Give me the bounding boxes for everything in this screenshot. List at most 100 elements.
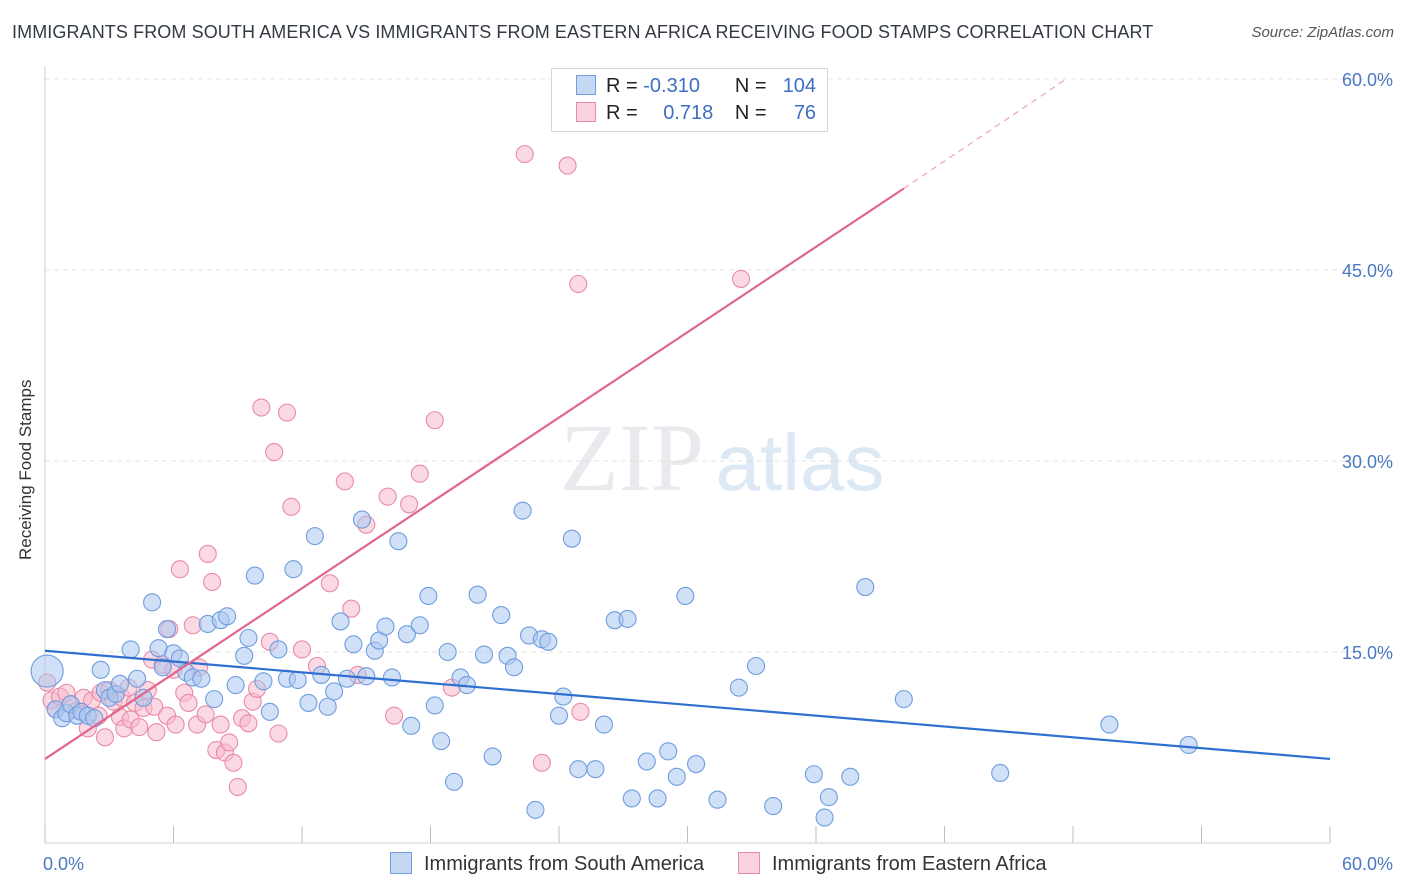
- eastern-africa-point: [179, 693, 198, 712]
- south-america-point: [764, 797, 783, 816]
- eastern-africa-point: [532, 753, 551, 772]
- eastern-africa-point: [410, 464, 429, 483]
- south-america-point: [526, 800, 545, 819]
- south-america-point: [569, 760, 588, 779]
- south-america-point: [562, 529, 581, 548]
- eastern-africa-point: [378, 487, 397, 506]
- south-america-point: [410, 616, 429, 635]
- south-america-point: [288, 670, 307, 690]
- south-america-point: [425, 696, 444, 715]
- legend-n-value: 76: [793, 102, 817, 124]
- south-america-point: [676, 586, 695, 606]
- eastern-africa-point: [731, 269, 751, 288]
- y-tick-label: 45.0%: [1342, 261, 1393, 281]
- eastern-africa-point: [400, 495, 419, 514]
- south-america-point: [352, 510, 372, 529]
- eastern-africa-point: [228, 777, 247, 797]
- eastern-africa-point: [130, 718, 149, 737]
- eastern-africa-point: [282, 497, 301, 516]
- watermark: ZIP atlas: [560, 404, 884, 511]
- south-america-point: [637, 752, 656, 771]
- south-america-point: [30, 654, 64, 688]
- bottom-legend-eastern-africa: Immigrants from Eastern Africa: [738, 852, 1047, 876]
- correlation-legend: R = -0.310 N = 104 R = 0.718 N = 76: [551, 68, 828, 132]
- eastern-africa-point: [220, 733, 239, 752]
- chart-title: IMMIGRANTS FROM SOUTH AMERICA VS IMMIGRA…: [12, 22, 1154, 42]
- eastern-africa-point: [203, 572, 222, 592]
- south-america-point: [305, 527, 324, 546]
- south-america-point: [260, 702, 279, 721]
- eastern-africa-point: [166, 715, 185, 734]
- y-tick-label: 60.0%: [1342, 70, 1393, 90]
- south-america-point: [325, 682, 344, 701]
- south-america-point: [397, 625, 416, 644]
- eastern-africa-trend-line: [44, 187, 905, 760]
- south-america-point: [284, 560, 303, 579]
- south-america-point: [504, 658, 524, 677]
- south-america-point: [91, 660, 110, 679]
- south-america-point: [235, 646, 254, 665]
- watermark-zip: ZIP: [560, 404, 704, 511]
- bottom-legend-swatch-blue: [390, 852, 412, 874]
- south-america-point: [815, 808, 834, 827]
- south-america-point: [474, 645, 494, 664]
- south-america-point: [554, 687, 573, 706]
- eastern-africa-point: [252, 398, 271, 417]
- south-america-point: [708, 790, 727, 809]
- legend-row-eastern-africa: R = 0.718 N = 76: [576, 102, 816, 128]
- south-america-point: [402, 716, 421, 735]
- south-america-point: [618, 609, 637, 628]
- eastern-africa-point: [198, 544, 217, 564]
- south-america-point: [121, 640, 140, 659]
- south-america-point: [586, 760, 605, 779]
- trend-lines: [44, 79, 1331, 761]
- south-america-point: [419, 586, 438, 606]
- eastern-africa-point: [269, 724, 288, 743]
- south-america-point: [667, 767, 686, 786]
- eastern-africa-point: [320, 574, 339, 593]
- legend-row-south-america: R = -0.310 N = 104: [576, 75, 816, 101]
- south-america-point: [483, 747, 502, 766]
- eastern-africa-point: [558, 156, 577, 175]
- south-america-point: [205, 690, 224, 709]
- legend-n-label: N =: [734, 75, 767, 97]
- eastern-africa-point: [211, 715, 230, 734]
- tick-labels: 15.0% 30.0% 45.0% 60.0% 0.0% 60.0%: [43, 70, 1393, 874]
- south-america-point: [337, 669, 357, 688]
- south-america-point: [217, 607, 237, 626]
- south-america-point: [344, 635, 363, 654]
- south-america-point: [1100, 715, 1119, 734]
- south-america-point: [622, 789, 641, 808]
- south-america-point: [492, 606, 511, 625]
- south-america-point: [687, 755, 706, 774]
- eastern-africa-point: [515, 145, 534, 164]
- series-south-america-points: [30, 501, 1198, 827]
- eastern-africa-point: [183, 616, 202, 635]
- south-america-point: [539, 632, 558, 651]
- south-america-point: [269, 640, 288, 659]
- eastern-africa-point: [569, 274, 588, 294]
- south-america-point: [594, 715, 614, 734]
- south-america-point: [128, 669, 147, 688]
- eastern-africa-trend-extension: [903, 79, 1065, 190]
- south-america-point: [894, 690, 913, 709]
- south-america-point: [438, 642, 457, 662]
- south-america-point: [819, 788, 838, 807]
- south-america-point: [85, 709, 104, 728]
- eastern-africa-point: [224, 753, 243, 772]
- south-america-point: [382, 668, 402, 687]
- south-america-point: [513, 501, 532, 520]
- bottom-legend-label-south-america: Immigrants from South America: [424, 853, 705, 875]
- eastern-africa-point: [385, 706, 404, 725]
- south-america-point: [153, 658, 172, 677]
- eastern-africa-point: [196, 705, 215, 724]
- watermark-atlas: atlas: [716, 418, 885, 507]
- south-america-point: [134, 688, 153, 707]
- eastern-africa-point: [292, 640, 312, 659]
- south-america-point: [468, 585, 487, 604]
- south-america-point: [389, 532, 408, 551]
- south-america-point: [331, 612, 350, 631]
- legend-swatch-pink: [576, 102, 596, 122]
- eastern-africa-point: [265, 443, 284, 462]
- south-america-point: [648, 789, 667, 808]
